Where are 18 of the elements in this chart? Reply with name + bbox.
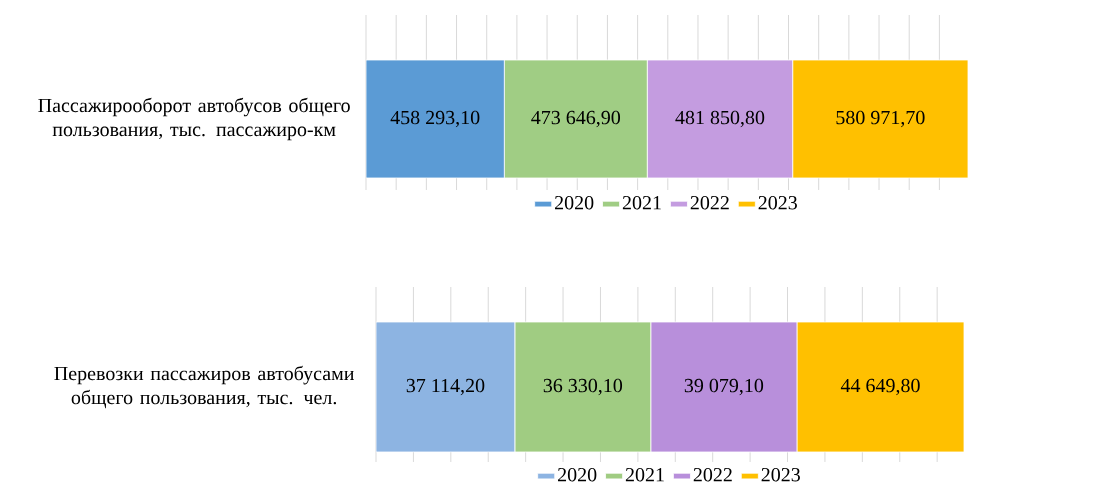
data-label: 44 649,80 [840, 378, 920, 396]
legend-label: 2020 [558, 467, 597, 482]
data-label: 36 330,10 [543, 378, 623, 396]
y-tick-label: Пассажирооборот автобусов общего пользования, тыс. пассажиро-км [38, 97, 350, 141]
legend-label: 2022 [690, 195, 729, 210]
legend-label: 2020 [555, 195, 594, 210]
data-label: 39 079,10 [684, 378, 764, 396]
legend-label: 2023 [758, 195, 797, 210]
data-label: 473 646,90 [531, 110, 621, 128]
data-label: 458 293,10 [390, 110, 480, 128]
legend-label: 2021 [622, 195, 661, 210]
legend-label: 2022 [693, 467, 732, 482]
data-label: 481 850,80 [675, 110, 765, 128]
data-label: 580 971,70 [836, 110, 925, 128]
y-tick-label: Перевозки пассажиров автобусами общего пользования, тыс. чел. [54, 365, 354, 409]
legend-label: 2023 [761, 467, 800, 482]
data-label: 37 114,20 [406, 378, 485, 396]
legend-label: 2021 [625, 467, 664, 482]
